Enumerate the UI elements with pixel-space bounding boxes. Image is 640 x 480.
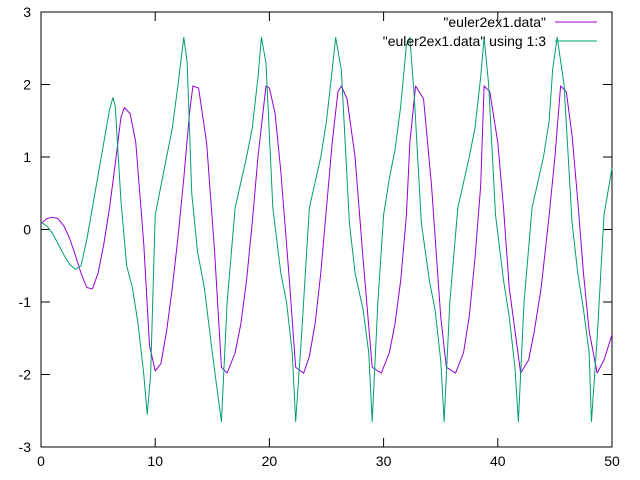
legend-label-1: "euler2ex1.data"	[443, 14, 546, 30]
y-tick-label: -3	[19, 439, 32, 455]
x-tick-label: 40	[490, 453, 506, 469]
x-tick-label: 20	[262, 453, 278, 469]
series-line-2	[40, 36, 613, 423]
x-axis-ticks: 0 10 20 30 40 50	[37, 12, 620, 469]
y-tick-label: 2	[23, 77, 31, 93]
y-axis-ticks: -3 -2 -1 0 1 2 3	[19, 4, 612, 455]
y-tick-label: 3	[23, 4, 31, 20]
plot-border	[40, 11, 613, 448]
x-tick-label: 30	[376, 453, 392, 469]
legend: "euler2ex1.data" "euler2ex1.data" using 1…	[383, 14, 597, 49]
y-tick-label: -2	[19, 367, 32, 383]
legend-label-2: "euler2ex1.data" using 1:3	[383, 33, 546, 49]
x-tick-label: 10	[147, 453, 163, 469]
x-tick-label: 50	[604, 453, 620, 469]
x-tick-label: 0	[37, 453, 45, 469]
y-tick-label: 0	[23, 222, 31, 238]
series-line-1	[40, 85, 613, 374]
y-tick-label: 1	[23, 149, 31, 165]
y-tick-label: -1	[19, 294, 32, 310]
series-lines	[40, 36, 613, 423]
